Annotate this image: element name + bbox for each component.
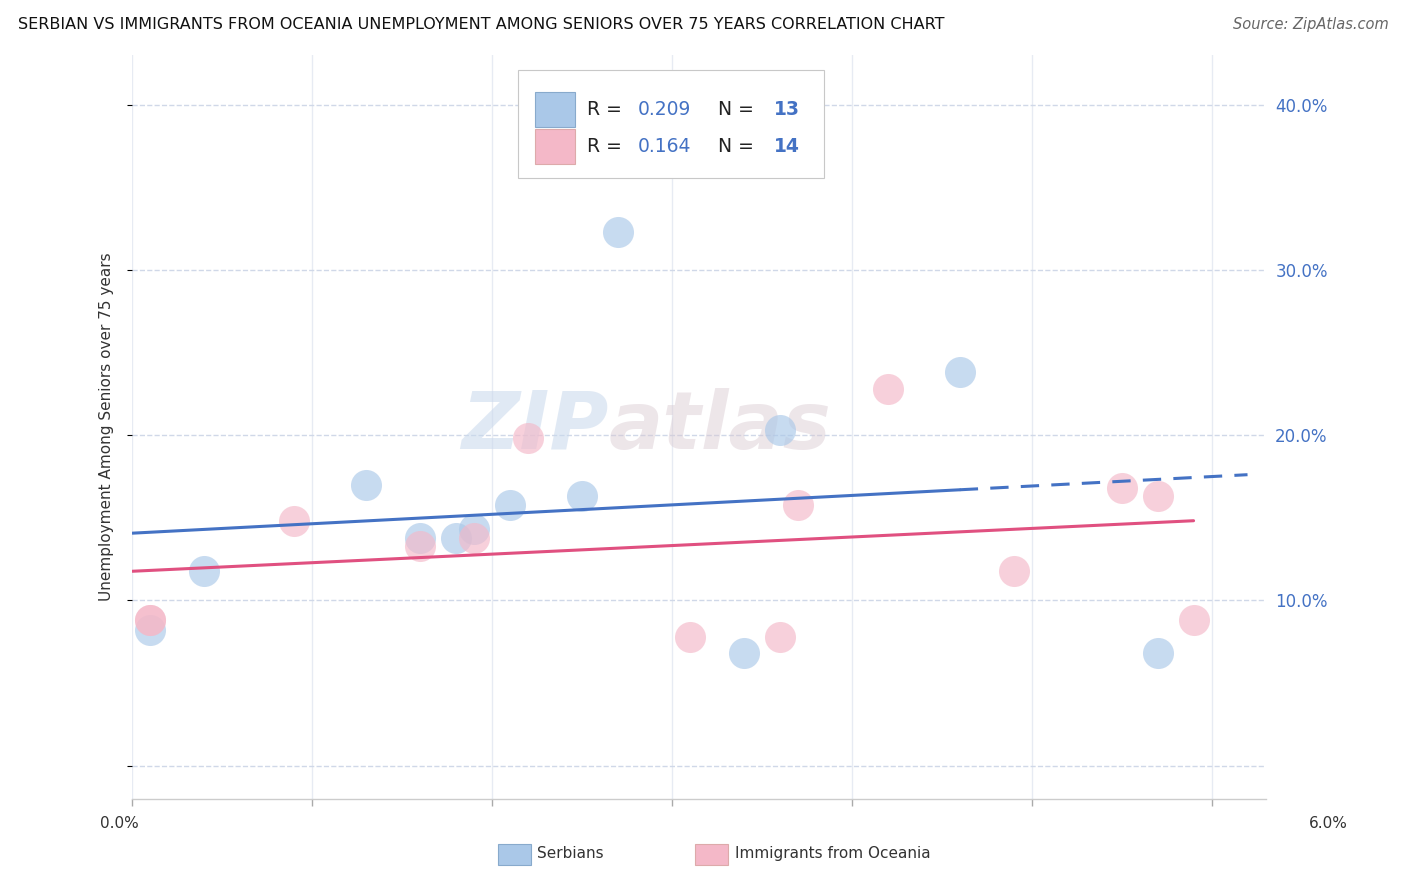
Point xyxy=(139,613,162,627)
Point xyxy=(409,539,432,553)
Text: N =: N = xyxy=(706,137,759,156)
Text: R =: R = xyxy=(586,100,627,119)
Point xyxy=(1111,481,1133,495)
Point xyxy=(949,365,972,379)
Text: 0.209: 0.209 xyxy=(638,100,692,119)
Text: ZIP: ZIP xyxy=(461,388,609,466)
Point xyxy=(1146,489,1168,503)
Point xyxy=(1182,613,1205,627)
Point xyxy=(499,498,522,512)
Point xyxy=(444,531,467,545)
Y-axis label: Unemployment Among Seniors over 75 years: Unemployment Among Seniors over 75 years xyxy=(100,252,114,601)
Text: 13: 13 xyxy=(773,100,800,119)
Point xyxy=(517,432,540,446)
FancyBboxPatch shape xyxy=(517,70,824,178)
Point xyxy=(1002,564,1025,578)
Text: R =: R = xyxy=(586,137,627,156)
Point xyxy=(139,623,162,637)
FancyBboxPatch shape xyxy=(534,129,575,164)
Point xyxy=(786,498,808,512)
Point xyxy=(733,646,755,660)
Point xyxy=(463,531,485,545)
Point xyxy=(139,613,162,627)
Point xyxy=(283,514,305,528)
FancyBboxPatch shape xyxy=(534,92,575,127)
Point xyxy=(769,423,792,437)
Text: Serbians: Serbians xyxy=(537,847,603,861)
Text: N =: N = xyxy=(706,100,759,119)
Text: atlas: atlas xyxy=(609,388,831,466)
Point xyxy=(1146,646,1168,660)
Text: SERBIAN VS IMMIGRANTS FROM OCEANIA UNEMPLOYMENT AMONG SENIORS OVER 75 YEARS CORR: SERBIAN VS IMMIGRANTS FROM OCEANIA UNEMP… xyxy=(18,17,945,31)
Text: 0.164: 0.164 xyxy=(638,137,692,156)
Text: Immigrants from Oceania: Immigrants from Oceania xyxy=(735,847,931,861)
Point xyxy=(354,477,377,491)
Point xyxy=(571,489,593,503)
Point xyxy=(193,564,215,578)
Text: 6.0%: 6.0% xyxy=(1309,816,1348,830)
Text: 0.0%: 0.0% xyxy=(100,816,139,830)
Point xyxy=(679,630,702,644)
Text: Source: ZipAtlas.com: Source: ZipAtlas.com xyxy=(1233,17,1389,31)
Point xyxy=(409,531,432,545)
Text: 14: 14 xyxy=(773,137,800,156)
Point xyxy=(876,382,898,396)
Point xyxy=(463,522,485,536)
Point xyxy=(607,225,630,239)
Point xyxy=(769,630,792,644)
